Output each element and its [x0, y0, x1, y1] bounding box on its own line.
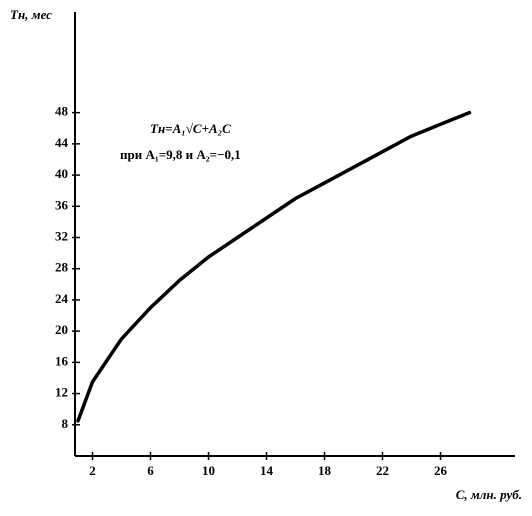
x-axis-label: C, млн. руб. — [456, 487, 522, 502]
y-tick-label: 12 — [55, 385, 68, 400]
x-tick-label: 18 — [318, 463, 332, 478]
y-tick-label: 24 — [55, 291, 69, 306]
y-tick-label: 16 — [55, 353, 69, 368]
y-tick-label: 44 — [55, 135, 69, 150]
y-tick-label: 8 — [62, 416, 69, 431]
x-tick-label: 26 — [434, 463, 448, 478]
curve — [76, 110, 472, 423]
y-tick-label: 40 — [55, 166, 68, 181]
x-tick-label: 14 — [260, 463, 274, 478]
x-tick-label: 6 — [147, 463, 154, 478]
x-tick-label: 22 — [376, 463, 389, 478]
y-tick-label: 32 — [55, 228, 68, 243]
y-tick-label: 20 — [55, 322, 68, 337]
x-tick-label: 2 — [89, 463, 96, 478]
y-tick-label: 48 — [55, 104, 69, 119]
y-axis-label: Tн, мес — [10, 7, 52, 22]
annotation-formula: Tн=A₁√C+A₂C — [150, 121, 231, 136]
annotation-params: при A₁=9,8 и A₂=−0,1 — [120, 147, 241, 162]
y-tick-label: 28 — [55, 260, 69, 275]
y-tick-label: 36 — [55, 197, 69, 212]
x-tick-label: 10 — [202, 463, 215, 478]
